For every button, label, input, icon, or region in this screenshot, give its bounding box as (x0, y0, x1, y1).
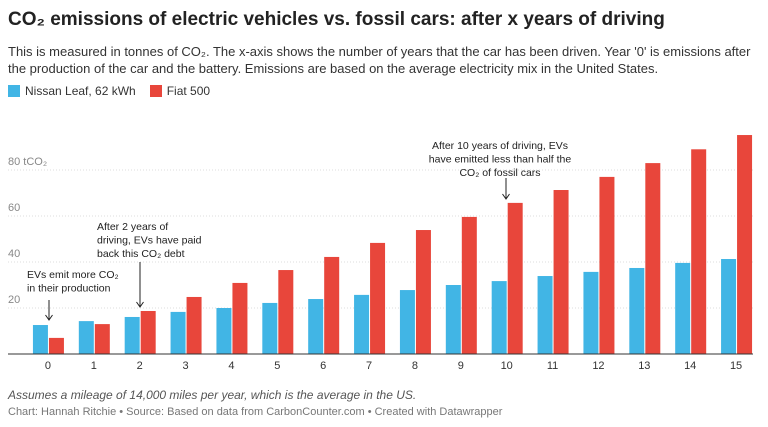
bar (721, 259, 737, 354)
chart-subtitle: This is measured in tonnes of CO₂. The x… (8, 44, 751, 76)
bar (32, 325, 48, 354)
bar (48, 337, 64, 354)
x-tick-label: 0 (45, 360, 51, 372)
x-tick-label: 7 (366, 360, 372, 372)
annotation: in their production (27, 282, 111, 294)
legend-label: Fiat 500 (166, 84, 211, 98)
bar (370, 242, 386, 354)
legend-swatch (8, 85, 20, 97)
bar (445, 285, 461, 354)
bar (507, 202, 523, 354)
bar (278, 270, 294, 354)
x-tick-label: 2 (137, 360, 143, 372)
x-tick-label: 4 (228, 360, 234, 372)
bar (308, 299, 324, 354)
legend-swatch (149, 85, 162, 97)
annotation: have emitted less than half the (429, 153, 572, 165)
x-tick-label: 1 (91, 360, 97, 372)
bar (170, 311, 186, 354)
x-tick-label: 10 (501, 360, 513, 372)
bar (78, 321, 94, 354)
annotation: CO₂ of fossil cars (459, 167, 540, 179)
notes: Assumes a mileage of 14,000 miles per ye… (8, 388, 417, 402)
bar (491, 281, 507, 354)
x-tick-label: 12 (592, 360, 604, 372)
annotation-arrowhead (502, 193, 510, 200)
x-tick-label: 9 (458, 360, 464, 372)
y-tick-label: 20 (8, 294, 20, 306)
annotation-arrowhead (45, 314, 53, 321)
x-tick-label: 14 (684, 360, 696, 372)
bar (324, 256, 340, 354)
x-tick-label: 3 (183, 360, 189, 372)
annotation: EVs emit more CO₂ (27, 269, 119, 281)
x-tick-label: 15 (730, 360, 742, 372)
annotation: After 2 years of (97, 221, 168, 233)
annotation: After 10 years of driving, EVs (432, 140, 568, 152)
y-tick-label: 80 tCO₂ (8, 156, 47, 168)
bar (691, 149, 707, 354)
x-tick-label: 6 (320, 360, 326, 372)
bar (186, 296, 202, 354)
legend: Nissan Leaf, 62 kWh Fiat 500 (8, 84, 210, 98)
annotation: driving, EVs have paid (97, 234, 202, 246)
annotation: back this CO₂ debt (97, 248, 185, 260)
bar (216, 308, 232, 354)
legend-label: Nissan Leaf, 62 kWh (25, 84, 136, 98)
bar (461, 216, 477, 354)
bar (537, 276, 553, 354)
bar (599, 176, 615, 354)
legend-item: Fiat 500 (149, 84, 211, 98)
bar (399, 290, 415, 354)
bar (645, 163, 661, 354)
y-tick-label: 60 (8, 202, 20, 214)
source: Chart: Hannah Ritchie • Source: Based on… (8, 406, 503, 418)
bar (583, 271, 599, 354)
bar (629, 267, 645, 354)
x-tick-label: 5 (274, 360, 280, 372)
bar (354, 294, 370, 354)
bar (140, 310, 156, 354)
bar (262, 302, 278, 354)
legend-item: Nissan Leaf, 62 kWh (8, 84, 136, 98)
x-tick-label: 8 (412, 360, 418, 372)
bar (415, 230, 431, 354)
bar (553, 190, 569, 354)
bar (124, 316, 140, 354)
x-tick-label: 13 (638, 360, 650, 372)
annotation-arrowhead (136, 301, 144, 308)
x-tick-label: 11 (547, 360, 558, 372)
bar (94, 324, 110, 354)
y-tick-label: 40 (8, 248, 20, 260)
chart-title: CO₂ emissions of electric vehicles vs. f… (8, 9, 665, 30)
bar (675, 262, 691, 354)
bar (232, 282, 248, 354)
bar (737, 135, 753, 354)
